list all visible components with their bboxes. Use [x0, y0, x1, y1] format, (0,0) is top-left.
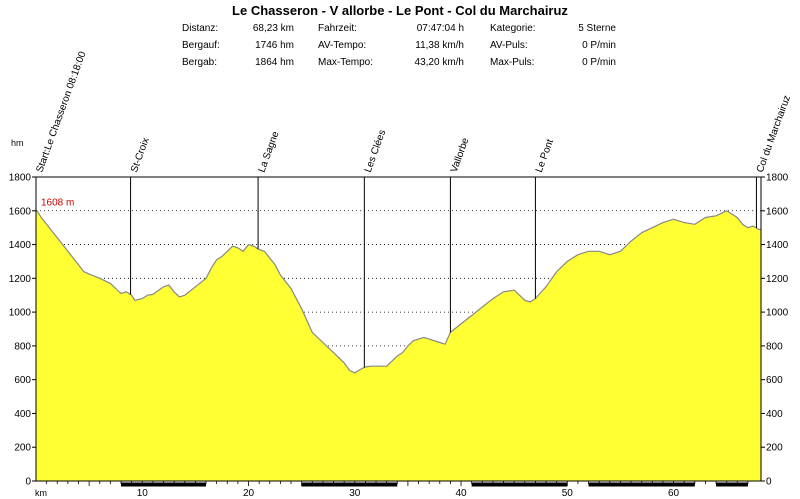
- y-tick-label-right-600: 600: [766, 375, 783, 386]
- x-axis-band-2: [471, 482, 568, 487]
- stat-label-max-tempo: Max-Tempo:: [318, 57, 374, 68]
- x-axis-band-1: [301, 482, 398, 487]
- stat-label-av-tempo: AV-Tempo:: [318, 40, 367, 51]
- plot-frame: [35, 176, 762, 482]
- y-tick-label-right-1200: 1200: [766, 274, 789, 285]
- y-tick-label-right-400: 400: [766, 409, 783, 420]
- y-tick-label-left-1000: 1000: [9, 308, 32, 319]
- chart-title: Le Chasseron - V allorbe - Le Pont - Col…: [232, 3, 568, 18]
- waypoint-label-6: Col du Marchairuz: [755, 94, 793, 174]
- stat-label-max-puls: Max-Puls:: [490, 57, 535, 68]
- x-tick-label-10: 10: [137, 488, 149, 499]
- y-tick-label-left-800: 800: [14, 341, 31, 352]
- stat-value-av-tempo: 11,38 km/h: [415, 40, 464, 51]
- stat-value-fahrzeit: 07:47:04 h: [416, 23, 464, 34]
- y-tick-label-left-1400: 1400: [9, 240, 32, 251]
- y-tick-label-left-1600: 1600: [9, 206, 32, 217]
- stat-label-av-puls: AV-Puls:: [490, 40, 528, 51]
- y-tick-label-right-800: 800: [766, 341, 783, 352]
- stat-value-av-puls: 0 P/min: [582, 40, 616, 51]
- stat-value-bergauf: 1746 hm: [255, 40, 294, 51]
- max-elevation-label: 1608 m: [41, 197, 74, 208]
- waypoint-label-5: Le Pont: [534, 138, 556, 174]
- y-tick-label-left-0: 0: [25, 477, 31, 488]
- y-tick-label-left-400: 400: [14, 409, 31, 420]
- y-axis-label: hm: [11, 138, 24, 148]
- y-tick-label-right-1000: 1000: [766, 308, 789, 319]
- stat-label-kategorie: Kategorie:: [490, 23, 536, 34]
- x-tick-label-20: 20: [243, 488, 255, 499]
- y-tick-label-left-1800: 1800: [9, 173, 32, 184]
- x-axis: 10 20 30 40 50 60: [46, 481, 749, 499]
- waypoint-label-2: La Sagne: [257, 130, 282, 174]
- stat-value-distanz: 68,23 km: [252, 23, 294, 34]
- y-axis-left: 0 200 400 600 800 1000 1200 1400 1600 1800: [9, 173, 36, 488]
- x-tick-label-50: 50: [562, 488, 574, 499]
- x-tick-label-60: 60: [668, 488, 680, 499]
- x-axis-band-4: [716, 482, 748, 487]
- y-tick-label-right-200: 200: [766, 443, 783, 454]
- waypoint-label-1: St-Croix: [129, 136, 152, 174]
- stat-value-kategorie: 5 Sterne: [578, 23, 616, 34]
- stat-label-fahrzeit: Fahrzeit:: [318, 23, 357, 34]
- stat-label-distanz: Distanz:: [182, 23, 219, 34]
- elevation-profile-line: [35, 209, 761, 374]
- y-tick-label-right-0: 0: [766, 477, 772, 488]
- y-tick-label-left-1200: 1200: [9, 274, 32, 285]
- y-tick-label-right-1800: 1800: [766, 173, 789, 184]
- x-tick-label-30: 30: [349, 488, 361, 499]
- plot-border: [35, 176, 762, 482]
- y-tick-label-left-600: 600: [14, 375, 31, 386]
- elevation-area: [36, 209, 761, 481]
- x-axis-band-3: [588, 482, 695, 487]
- stat-value-max-puls: 0 P/min: [582, 57, 616, 68]
- stat-value-bergab: 1864 hm: [255, 57, 294, 68]
- x-axis-band-0: [121, 482, 207, 487]
- y-tick-label-left-200: 200: [14, 443, 31, 454]
- stat-value-max-tempo: 43,20 km/h: [414, 57, 464, 68]
- waypoint-label-0: Start:Le Chasseron 08:18:00: [34, 50, 88, 174]
- y-tick-label-right-1400: 1400: [766, 240, 789, 251]
- stat-label-bergauf: Bergauf:: [182, 40, 220, 51]
- stat-label-bergab: Bergab:: [182, 57, 218, 68]
- y-tick-label-right-1600: 1600: [766, 206, 789, 217]
- x-axis-label: km: [35, 488, 47, 498]
- waypoint-label-4: Vallorbe: [449, 136, 472, 174]
- y-axis-right: 0 200 400 600 800 1000 1200 1400 1600 1800: [761, 173, 789, 488]
- waypoint-label-3: Les Clées: [363, 128, 389, 174]
- x-tick-label-40: 40: [455, 488, 467, 499]
